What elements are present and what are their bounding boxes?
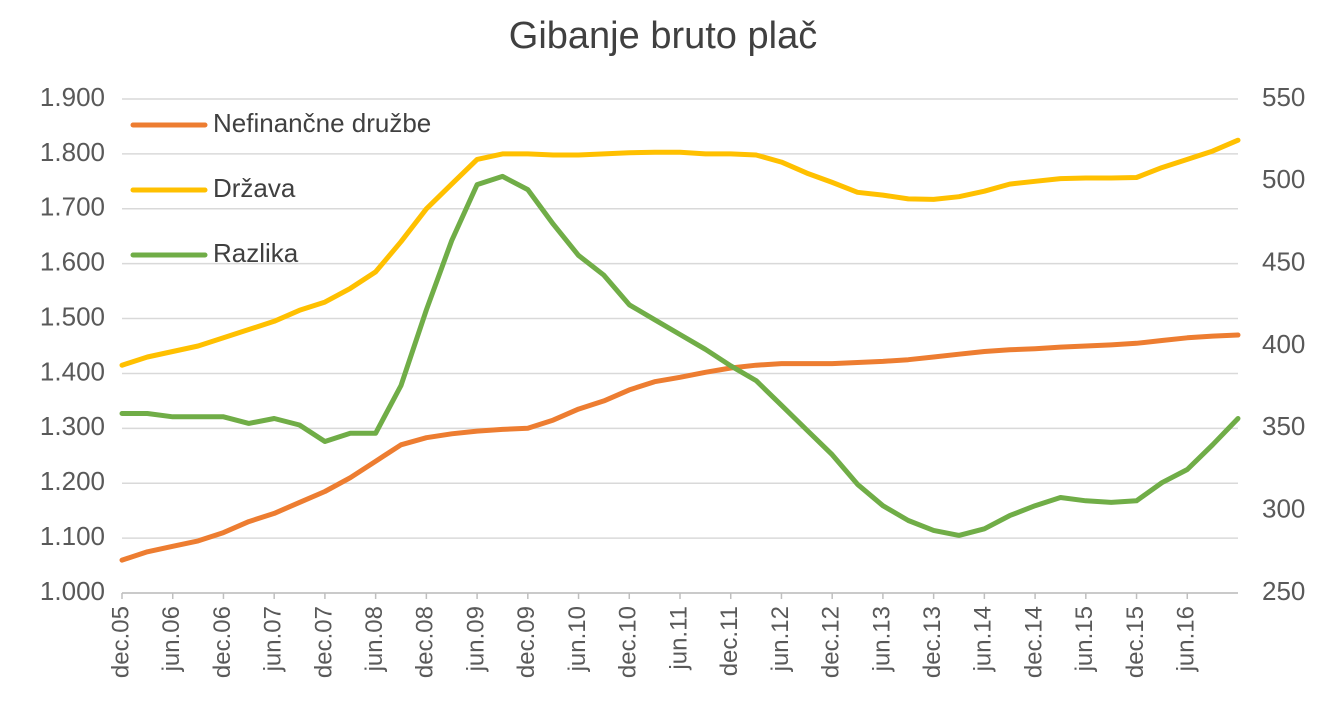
y2-tick-label: 250 <box>1262 576 1305 606</box>
x-tick-label: jun.14 <box>970 606 997 672</box>
legend-label: Nefinančne družbe <box>213 108 431 138</box>
series-line <box>119 332 1241 563</box>
x-tick-label: jun.15 <box>1071 606 1098 672</box>
x-tick-label: jun.06 <box>158 606 185 672</box>
y2-tick-label: 550 <box>1262 82 1305 112</box>
x-tick-label: dec.12 <box>818 606 845 678</box>
y2-tick-label: 350 <box>1262 411 1305 441</box>
x-tick-label: jun.07 <box>260 606 287 672</box>
x-tick-label: dec.08 <box>412 606 439 678</box>
x-tick-label: dec.10 <box>615 606 642 678</box>
y-tick-label: 1.600 <box>40 247 105 277</box>
x-tick-label: dec.05 <box>107 606 134 678</box>
y-tick-label: 1.900 <box>40 82 105 112</box>
chart-title: Gibanje bruto plač <box>509 15 817 57</box>
x-tick-label: jun.09 <box>462 606 489 672</box>
x-tick-label: jun.13 <box>868 606 895 672</box>
legend-label: Razlika <box>213 238 299 268</box>
legend-label: Država <box>213 173 296 203</box>
y2-tick-label: 450 <box>1262 247 1305 277</box>
x-tick-label: dec.13 <box>919 606 946 678</box>
y-tick-label: 1.500 <box>40 301 105 331</box>
x-tick-label: jun.10 <box>564 606 591 672</box>
y-tick-label: 1.700 <box>40 192 105 222</box>
x-tick-label: dec.06 <box>209 606 236 678</box>
y2-tick-label: 300 <box>1262 494 1305 524</box>
x-tick-label: dec.09 <box>513 606 540 678</box>
y-tick-label: 1.000 <box>40 576 105 606</box>
y-tick-label: 1.100 <box>40 521 105 551</box>
x-tick-label: jun.12 <box>767 606 794 672</box>
x-tick-label: dec.15 <box>1122 606 1149 678</box>
series-line <box>119 173 1241 538</box>
x-tick-label: jun.11 <box>665 606 692 671</box>
y-tick-label: 1.400 <box>40 356 105 386</box>
y-tick-label: 1.200 <box>40 466 105 496</box>
y-tick-label: 1.800 <box>40 137 105 167</box>
y2-tick-label: 500 <box>1262 164 1305 194</box>
x-tick-label: dec.07 <box>310 606 337 678</box>
series-line <box>119 137 1241 368</box>
x-tick-label: dec.14 <box>1020 606 1047 678</box>
x-tick-label: jun.08 <box>361 606 388 672</box>
x-tick-label: dec.11 <box>716 606 743 676</box>
y-tick-label: 1.300 <box>40 411 105 441</box>
x-tick-label: jun.16 <box>1173 606 1200 672</box>
y2-tick-label: 400 <box>1262 329 1305 359</box>
